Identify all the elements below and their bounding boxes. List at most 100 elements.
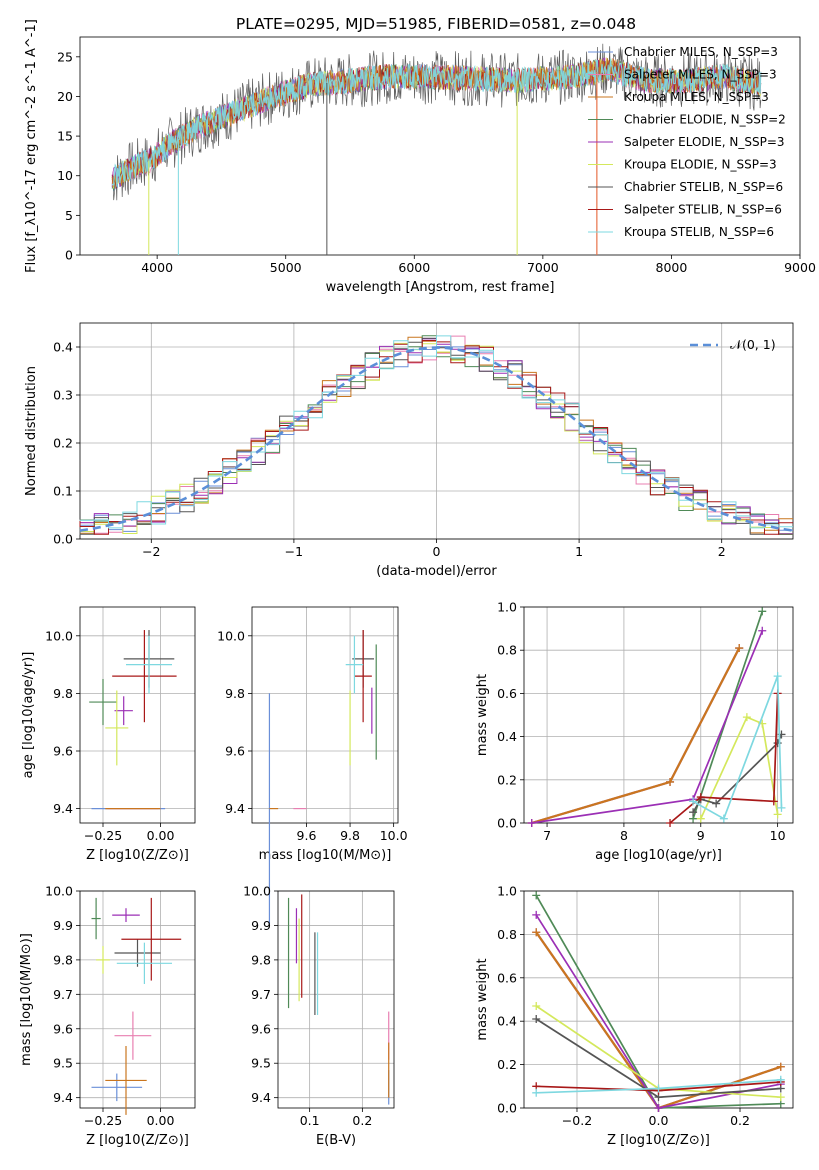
x-axis-label: Z [log10(Z/Z⊙)] — [86, 848, 189, 863]
y-tick-label: 0.3 — [53, 388, 73, 403]
x-axis-label: wavelength [Angstrom, rest frame] — [326, 280, 555, 295]
x-tick-label: 9.6 — [297, 828, 317, 843]
y-tick-label: 15 — [57, 129, 73, 144]
x-axis-label: Z [log10(Z/Z⊙)] — [86, 1133, 189, 1148]
spectrum-series-line — [111, 58, 762, 187]
y-tick-label: 9.6 — [225, 744, 245, 759]
weight-series-line — [700, 716, 779, 820]
y-tick-label: 0.8 — [497, 927, 517, 942]
plot-frame — [79, 606, 196, 824]
y-tick-label: 0.4 — [497, 1014, 517, 1029]
plot-frame — [523, 606, 794, 824]
y-axis-label: Flux [f_λ10^-17 erg cm^-2 s^-1 A^-1] — [24, 19, 39, 273]
y-tick-label: 9.9 — [251, 918, 271, 933]
x-tick-label: 1 — [575, 544, 583, 559]
x-axis-label: Z [log10(Z/Z⊙)] — [607, 1133, 710, 1148]
weight-marker — [532, 928, 541, 937]
y-tick-label: 9.4 — [251, 1090, 271, 1105]
x-tick-label: 7000 — [527, 260, 559, 275]
y-tick-label: 25 — [57, 49, 73, 64]
weight-marker — [532, 891, 541, 900]
legend-label: Kroupa ELODIE, N_SSP=3 — [624, 158, 777, 172]
y-tick-label: 10.0 — [243, 884, 271, 899]
y-tick-label: 9.4 — [225, 801, 245, 816]
weight-marker — [773, 810, 782, 819]
legend-label: Chabrier STELIB, N_SSP=6 — [624, 180, 783, 194]
y-tick-label: 0.6 — [497, 970, 517, 985]
weight-marker — [776, 1093, 785, 1102]
y-tick-label: 0.2 — [53, 436, 73, 451]
x-tick-label: −0.2 — [562, 1113, 592, 1128]
y-tick-label: 0.2 — [497, 772, 517, 787]
legend-label: Chabrier MILES, N_SSP=3 — [624, 45, 778, 59]
y-axis-label: mass weight — [475, 958, 490, 1040]
x-tick-label: 6000 — [398, 260, 430, 275]
y-tick-label: 9.5 — [251, 1056, 271, 1071]
y-tick-label: 9.8 — [53, 686, 73, 701]
legend: Chabrier MILES, N_SSP=3 Salpeter MILES, N… — [588, 45, 786, 239]
legend-label: Chabrier ELODIE, N_SSP=2 — [624, 113, 786, 127]
grid — [278, 890, 394, 1108]
x-tick-label: 8 — [620, 828, 628, 843]
y-axis-label: mass [log10(M/M⊙)] — [19, 933, 34, 1066]
residuals-panel: −2 −1 0 1 2 0.0 0.1 0.2 0.3 0.4 (data-model)/error… — [24, 322, 794, 579]
y-tick-label: 0.0 — [497, 1101, 517, 1116]
z-age-panel: −0.25 0.00 9.4 9.6 9.8 10.0 Z [log10(Z/Z⊙)] age… — [21, 606, 196, 863]
x-tick-label: 5000 — [270, 260, 302, 275]
legend-label: Kroupa STELIB, N_SSP=6 — [624, 225, 774, 239]
ebv-mass-panel: 0.1 0.2 9.4 9.5 9.6 9.7 9.8 9.9 10.0 E(B-V) — [243, 884, 395, 1148]
y-tick-label: 9.8 — [53, 952, 73, 967]
weight-series-line — [692, 675, 783, 820]
spectrum-lines — [111, 43, 762, 255]
weight-marker — [742, 713, 751, 722]
x-axis-label: (data-model)/error — [376, 564, 497, 579]
x-tick-label: 9.8 — [340, 828, 360, 843]
y-axis-label: Normed distribution — [24, 366, 39, 496]
y-tick-label: 9.7 — [251, 987, 271, 1002]
x-tick-label: 0.2 — [730, 1113, 750, 1128]
x-tick-label: 8000 — [656, 260, 688, 275]
y-tick-label: 0 — [65, 248, 73, 263]
x-tick-label: 7 — [543, 828, 551, 843]
x-tick-label: 0.2 — [352, 1113, 372, 1128]
x-tick-label: 0 — [433, 544, 441, 559]
y-tick-label: 0.0 — [497, 816, 517, 831]
gaussian-curve — [79, 346, 794, 532]
weight-marker — [776, 1075, 785, 1084]
plot-frame — [277, 890, 395, 1109]
weight-marker — [769, 797, 778, 806]
y-tick-label: 9.8 — [251, 952, 271, 967]
weight-marker — [532, 910, 541, 919]
y-tick-label: 10.0 — [45, 628, 73, 643]
y-tick-label: 0.1 — [53, 484, 73, 499]
x-tick-label: −0.25 — [84, 1113, 122, 1128]
x-tick-label: 0.00 — [147, 1113, 175, 1128]
y-tick-label: 1.0 — [497, 600, 517, 615]
legend-label: Salpeter STELIB, N_SSP=6 — [624, 203, 782, 217]
residual-histogram — [79, 335, 793, 529]
weight-marker — [666, 777, 675, 786]
y-tick-label: 9.6 — [251, 1021, 271, 1036]
y-tick-label: 9.9 — [53, 918, 73, 933]
age-weight-panel: 7 8 9 10 0.0 0.2 0.4 0.6 0.8 1.0 age [log10(age/yr… — [475, 600, 794, 863]
grid — [80, 607, 195, 823]
weight-marker — [696, 793, 705, 802]
y-axis-label: age [log10(age/yr)] — [21, 652, 36, 779]
weight-marker — [532, 1002, 541, 1011]
legend-label: Salpeter ELODIE, N_SSP=3 — [624, 135, 785, 149]
plot-frame — [79, 36, 801, 256]
plot-frame — [251, 606, 399, 824]
y-tick-label: 9.6 — [53, 744, 73, 759]
x-tick-label: 0.0 — [649, 1113, 669, 1128]
y-tick-label: 0.6 — [497, 686, 517, 701]
x-tick-label: −0.25 — [84, 828, 122, 843]
weight-marker — [696, 814, 705, 823]
y-axis-label: mass weight — [475, 674, 490, 756]
legend-label: Salpeter MILES, N_SSP=3 — [624, 68, 777, 82]
grid — [252, 607, 398, 823]
y-tick-label: 10.0 — [217, 628, 245, 643]
y-tick-label: 9.4 — [53, 801, 73, 816]
spectrum-panel: 4000 5000 6000 7000 8000 9000 0 5 10 15 20 25 wavele… — [24, 19, 816, 295]
y-tick-label: 20 — [57, 89, 73, 104]
